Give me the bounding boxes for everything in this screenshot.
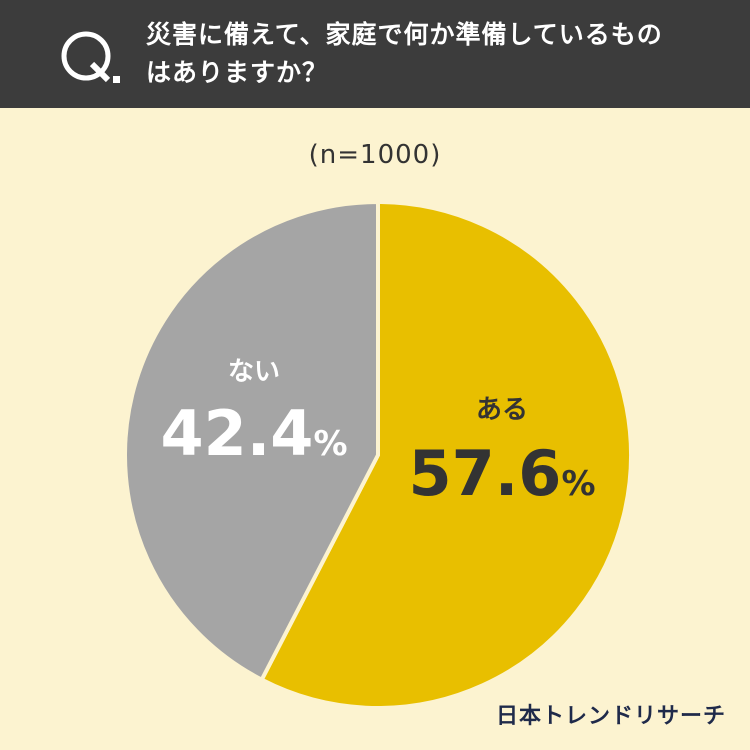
slice-label-aru: ある [476,395,528,425]
pie-slice-aru [259,200,633,710]
slice-value-aru: 57.6% [408,437,595,510]
question-line-2: はありますか？ [146,58,329,87]
slice-label-nai: ない [228,357,280,387]
brand-logo: 日本トレンドリサーチ [495,704,726,729]
pie-slice-nai [123,200,380,682]
q-mark-icon [61,31,120,83]
slice-value-nai: 42.4% [160,397,347,470]
question-line-1: 災害に備えて、家庭で何か準備しているもの [146,20,663,49]
question-header: 災害に備えて、家庭で何か準備しているもの はありますか？ [0,0,750,108]
question-text: 災害に備えて、家庭で何か準備しているもの はありますか？ [146,16,726,92]
sample-size-label: (n=1000) [308,140,442,170]
